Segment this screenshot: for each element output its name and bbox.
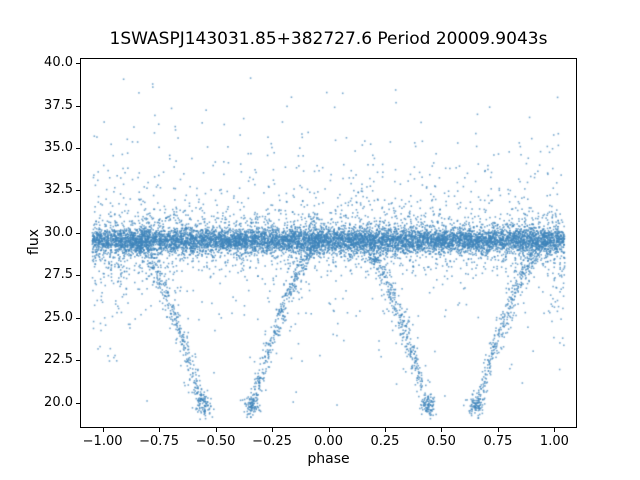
y-tick-label: 37.5 (44, 97, 73, 113)
y-tick-label: 22.5 (44, 352, 73, 368)
y-tick-mark (76, 232, 80, 234)
x-tick-label: −0.25 (252, 434, 292, 449)
plot-area (80, 58, 577, 428)
x-tick-label: −1.00 (82, 434, 123, 449)
x-tick-mark (102, 428, 104, 432)
y-tick-label: 27.5 (44, 267, 73, 283)
y-tick-label: 25.0 (44, 309, 73, 325)
x-tick-label: 0.00 (314, 434, 343, 449)
y-tick-label: 35.0 (44, 139, 73, 155)
y-tick-mark (76, 317, 80, 319)
y-tick-mark (76, 275, 80, 277)
chart-title: 1SWASPJ143031.85+382727.6 Period 20009.9… (109, 29, 548, 49)
x-tick-label: 0.75 (483, 434, 513, 449)
x-tick-label: −0.75 (139, 434, 179, 449)
y-tick-label: 20.0 (44, 394, 73, 410)
y-tick-mark (76, 402, 80, 404)
x-axis-label: phase (307, 451, 350, 467)
x-tick-mark (384, 428, 386, 432)
x-tick-mark (441, 428, 443, 432)
y-tick-label: 32.5 (44, 182, 73, 198)
y-axis-label: flux (26, 229, 42, 255)
x-tick-label: −0.50 (195, 434, 236, 449)
x-tick-mark (497, 428, 499, 432)
y-tick-mark (76, 105, 80, 107)
y-tick-label: 30.0 (44, 224, 73, 240)
x-tick-mark (328, 428, 330, 432)
x-tick-mark (215, 428, 217, 432)
x-tick-mark (159, 428, 161, 432)
x-tick-mark (272, 428, 274, 432)
y-tick-mark (76, 190, 80, 192)
y-tick-mark (76, 63, 80, 65)
x-tick-mark (554, 428, 556, 432)
y-tick-mark (76, 147, 80, 149)
x-tick-label: 0.50 (426, 434, 456, 449)
y-tick-mark (76, 360, 80, 362)
y-tick-label: 40.0 (44, 55, 73, 71)
x-tick-label: 1.00 (539, 434, 569, 449)
x-tick-label: 0.25 (370, 434, 400, 449)
scatter-points-canvas (81, 59, 576, 427)
